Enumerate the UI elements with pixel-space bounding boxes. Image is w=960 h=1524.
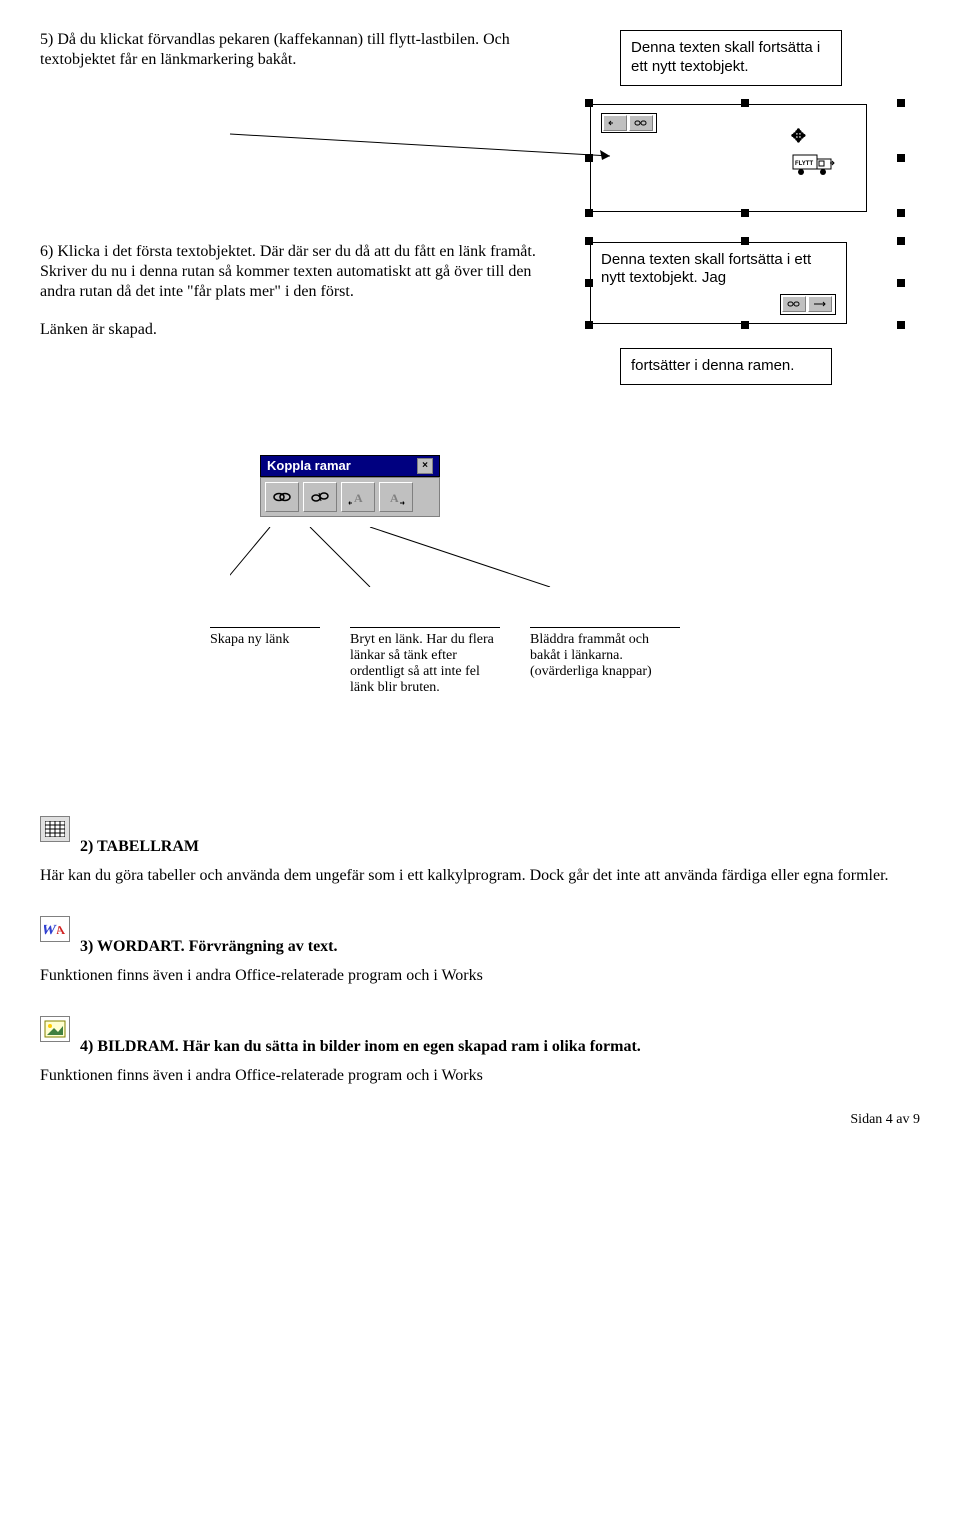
page-footer: Sidan 4 av 9	[850, 1112, 920, 1128]
toolbar-title: Koppla ramar	[267, 458, 351, 473]
textbox-4-content: fortsätter i denna ramen.	[631, 357, 794, 374]
section-4-body: Funktionen finns även i andra Office-rel…	[40, 1066, 920, 1086]
resize-handle[interactable]	[897, 237, 905, 245]
create-link-button[interactable]	[265, 482, 299, 512]
caption-browse: Bläddra frammåt och bakåt i länkarna. (o…	[530, 627, 680, 696]
resize-handle[interactable]	[897, 279, 905, 287]
paragraph-step6: 6) Klicka i det första textobjektet. Där…	[40, 242, 560, 302]
textbox-2[interactable]: ✥ FLYTT	[590, 104, 867, 212]
koppla-ramar-toolbar[interactable]: Koppla ramar × A A	[260, 455, 440, 517]
flytt-truck-icon: FLYTT	[792, 149, 836, 183]
callout-lines	[260, 537, 920, 597]
textbox-1: Denna texten skall fortsätta i ett nytt …	[620, 30, 842, 86]
break-link-button[interactable]	[303, 482, 337, 512]
svg-text:A: A	[354, 491, 363, 505]
move-cursor-icon: ✥	[791, 125, 806, 148]
section-2-body: Här kan du göra tabeller och använda dem…	[40, 866, 920, 886]
resize-handle[interactable]	[585, 154, 593, 162]
resize-handle[interactable]	[897, 209, 905, 217]
browse-back-button[interactable]: A	[341, 482, 375, 512]
link-forward-icon[interactable]	[808, 296, 832, 312]
paragraph-step5: 5) Då du klickat förvandlas pekaren (kaf…	[40, 30, 560, 70]
caption-break-link: Bryt en länk. Har du flera länkar så tän…	[350, 627, 500, 696]
textbox-3-content: Denna texten skall fortsätta i ett nytt …	[601, 251, 811, 287]
link-chain-icon[interactable]	[782, 296, 806, 312]
close-icon[interactable]: ×	[417, 458, 433, 474]
link-back-icon[interactable]	[603, 115, 627, 131]
textbox-4: fortsätter i denna ramen.	[620, 348, 832, 385]
resize-handle[interactable]	[585, 321, 593, 329]
browse-forward-button[interactable]: A	[379, 482, 413, 512]
table-frame-icon	[40, 816, 70, 842]
resize-handle[interactable]	[741, 209, 749, 217]
resize-handle[interactable]	[585, 279, 593, 287]
resize-handle[interactable]	[585, 209, 593, 217]
wordart-icon: WA	[40, 916, 70, 942]
svg-text:A: A	[55, 923, 66, 937]
textbox-1-content: Denna texten skall fortsätta i ett nytt …	[631, 39, 820, 75]
resize-handle[interactable]	[585, 237, 593, 245]
caption-create-link: Skapa ny länk	[210, 627, 320, 696]
resize-handle[interactable]	[897, 154, 905, 162]
resize-handle[interactable]	[897, 321, 905, 329]
resize-handle[interactable]	[897, 99, 905, 107]
link-chain-icon[interactable]	[629, 115, 653, 131]
svg-text:FLYTT: FLYTT	[795, 161, 813, 167]
resize-handle[interactable]	[585, 99, 593, 107]
section-3-title: 3) WORDART. Förvrängning av text.	[80, 938, 920, 956]
textbox-3[interactable]: Denna texten skall fortsätta i ett nytt …	[590, 242, 847, 324]
resize-handle[interactable]	[741, 321, 749, 329]
arrow-1	[230, 130, 630, 170]
section-2-title: 2) TABELLRAM	[80, 838, 920, 856]
section-4-title: 4) BILDRAM. Här kan du sätta in bilder i…	[80, 1038, 920, 1056]
resize-handle[interactable]	[741, 99, 749, 107]
resize-handle[interactable]	[741, 237, 749, 245]
paragraph-link-created: Länken är skapad.	[40, 320, 560, 340]
svg-text:A: A	[390, 491, 399, 505]
section-3-body: Funktionen finns även i andra Office-rel…	[40, 966, 920, 986]
picture-frame-icon	[40, 1016, 70, 1042]
